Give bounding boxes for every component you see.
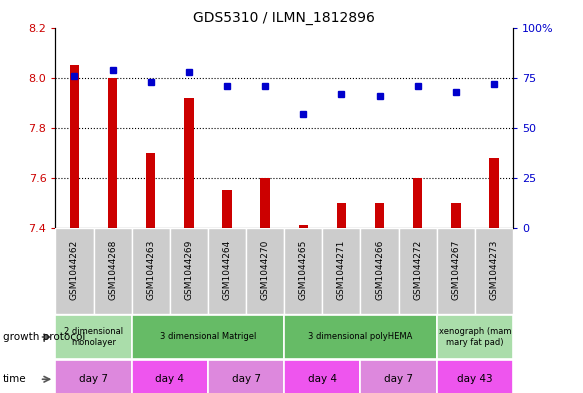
Bar [93,228,132,314]
Bar [55,315,132,359]
Bar [208,228,246,314]
Bar [375,203,384,228]
Bar [437,315,513,359]
Bar [489,158,498,228]
Bar [246,228,284,314]
Text: GSM1044269: GSM1044269 [184,239,194,299]
Text: GSM1044263: GSM1044263 [146,239,155,299]
Bar [222,190,232,228]
Bar [322,228,360,314]
Bar [132,315,284,359]
Bar [437,228,475,314]
Text: day 43: day 43 [457,374,493,384]
Text: 3 dimensional polyHEMA: 3 dimensional polyHEMA [308,332,413,342]
Text: xenograph (mam
mary fat pad): xenograph (mam mary fat pad) [438,327,511,347]
Text: day 7: day 7 [231,374,261,384]
Text: time: time [3,374,27,384]
Bar [284,315,437,359]
Bar [184,97,194,228]
Text: GSM1044273: GSM1044273 [490,239,498,299]
Bar [146,153,156,228]
Text: day 7: day 7 [79,374,108,384]
Text: day 7: day 7 [384,374,413,384]
Text: GSM1044267: GSM1044267 [451,239,461,299]
Bar [360,360,437,393]
Title: GDS5310 / ILMN_1812896: GDS5310 / ILMN_1812896 [194,11,375,25]
Text: 2 dimensional
monolayer: 2 dimensional monolayer [64,327,123,347]
Text: GSM1044272: GSM1044272 [413,239,422,299]
Bar [360,228,399,314]
Text: GSM1044266: GSM1044266 [375,239,384,299]
Text: GSM1044268: GSM1044268 [108,239,117,299]
Text: GSM1044271: GSM1044271 [337,239,346,299]
Text: GSM1044264: GSM1044264 [223,239,231,299]
Bar [70,65,79,228]
Bar [399,228,437,314]
Bar [284,228,322,314]
Bar [451,203,461,228]
Bar [437,360,513,393]
Bar [132,360,208,393]
Bar [170,228,208,314]
Text: 3 dimensional Matrigel: 3 dimensional Matrigel [160,332,256,342]
Text: GSM1044270: GSM1044270 [261,239,270,299]
Text: day 4: day 4 [308,374,337,384]
Text: growth protocol: growth protocol [3,332,85,342]
Bar [475,228,513,314]
Bar [108,77,117,228]
Bar [132,228,170,314]
Bar [55,360,132,393]
Bar [284,360,360,393]
Bar [413,178,423,228]
Text: GSM1044265: GSM1044265 [298,239,308,299]
Bar [208,360,284,393]
Bar [298,226,308,228]
Bar [261,178,270,228]
Bar [336,203,346,228]
Text: GSM1044262: GSM1044262 [70,239,79,299]
Bar [55,228,93,314]
Text: day 4: day 4 [155,374,184,384]
